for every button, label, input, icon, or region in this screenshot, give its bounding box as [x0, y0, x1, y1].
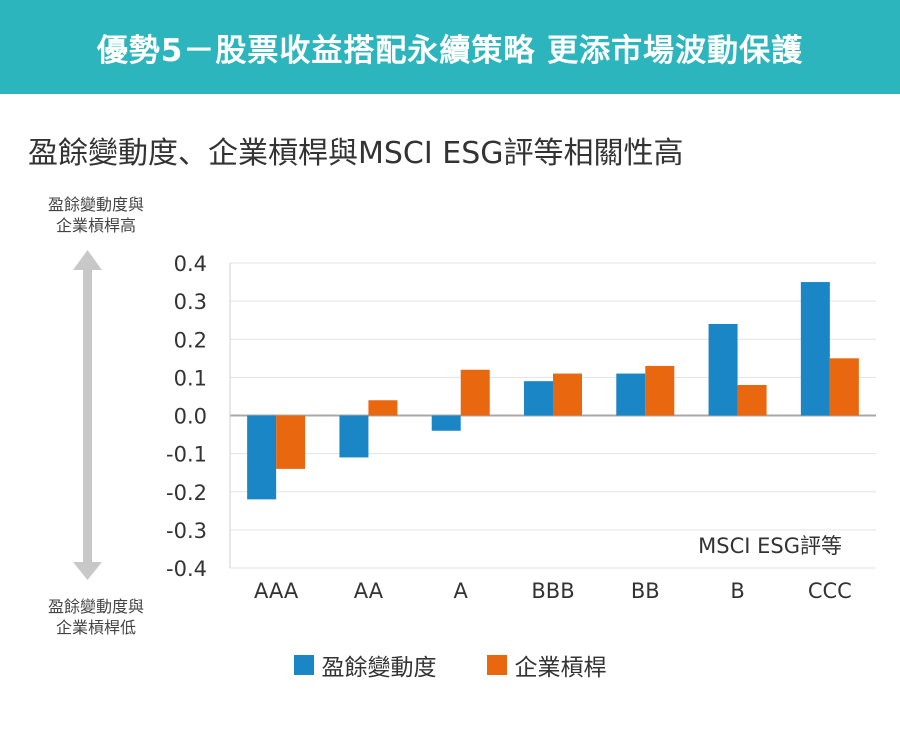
arrow-head-up [73, 250, 102, 270]
y-tick-label: -0.1 [166, 443, 207, 467]
bar-series-1 [431, 415, 461, 431]
low-note-line-1: 盈餘變動度與 [47, 597, 144, 616]
y-tick-label: 0.1 [174, 366, 207, 390]
bar-series-2 [645, 365, 675, 416]
y-tick-label: -0.3 [166, 519, 207, 543]
legend-label-series-1: 盈餘變動度 [321, 655, 437, 681]
bar-series-1 [708, 324, 738, 416]
bar-series-2 [553, 373, 582, 416]
legend-item-series-2: 企業槓桿 [486, 648, 607, 682]
legend-label-series-2: 企業槓桿 [514, 655, 607, 681]
high-note-line-1: 盈餘變動度與 [47, 195, 144, 214]
low-note-line-2: 企業槓桿低 [55, 618, 136, 637]
bar-series-2 [368, 400, 398, 416]
bar-series-2 [460, 369, 490, 416]
y-tick-label: 0.4 [174, 252, 207, 276]
legend: 盈餘變動度 企業槓桿 [0, 648, 900, 682]
bar-series-2 [829, 358, 859, 416]
arrow-shaft [83, 268, 92, 566]
bar-series-2 [276, 415, 306, 469]
bar-series-2 [737, 385, 767, 416]
low-note: 盈餘變動度與 企業槓桿低 [22, 596, 170, 638]
bar-series-1 [247, 415, 277, 500]
x-tick-label: CCC [808, 579, 852, 603]
x-axis-label: MSCI ESG評等 [698, 534, 842, 558]
high-note: 盈餘變動度與 企業槓桿高 [22, 194, 170, 236]
bars [247, 282, 859, 500]
x-tick-label: B [730, 579, 744, 603]
double-arrow-icon [73, 250, 102, 580]
y-tick-label: 0.3 [174, 290, 207, 314]
bar-series-1 [524, 381, 553, 416]
y-tick-label: 0.0 [174, 405, 207, 429]
bar-series-1 [616, 373, 646, 416]
legend-item-series-1: 盈餘變動度 [293, 648, 437, 682]
x-axis-ticks: AAA AA A BBB BB B CCC [254, 579, 852, 603]
banner-title: 優勢5－股票收益搭配永續策略 更添市場波動保護 [96, 32, 804, 69]
y-tick-label: -0.2 [166, 481, 207, 505]
arrow-head-down [73, 562, 102, 580]
high-note-line-2: 企業槓桿高 [55, 216, 136, 235]
x-tick-label: BBB [531, 579, 574, 603]
bar-series-1 [800, 282, 830, 416]
y-tick-label: 0.2 [174, 328, 207, 352]
header-banner: 優勢5－股票收益搭配永續策略 更添市場波動保護 [0, 0, 900, 94]
x-tick-label: AAA [254, 579, 299, 603]
x-tick-label: AA [354, 579, 384, 603]
y-tick-label: -0.4 [166, 557, 207, 581]
x-tick-label: BB [631, 579, 660, 603]
legend-swatch-series-2 [486, 655, 507, 675]
x-tick-label: A [454, 579, 469, 603]
bar-series-1 [339, 415, 369, 458]
legend-swatch-series-1 [293, 655, 314, 675]
y-axis-ticks: 0.4 0.3 0.2 0.1 0.0 -0.1 -0.2 -0.3 -0.4 [166, 252, 207, 581]
chart-subtitle: 盈餘變動度、企業槓桿與MSCI ESG評等相關性高 [28, 136, 684, 171]
